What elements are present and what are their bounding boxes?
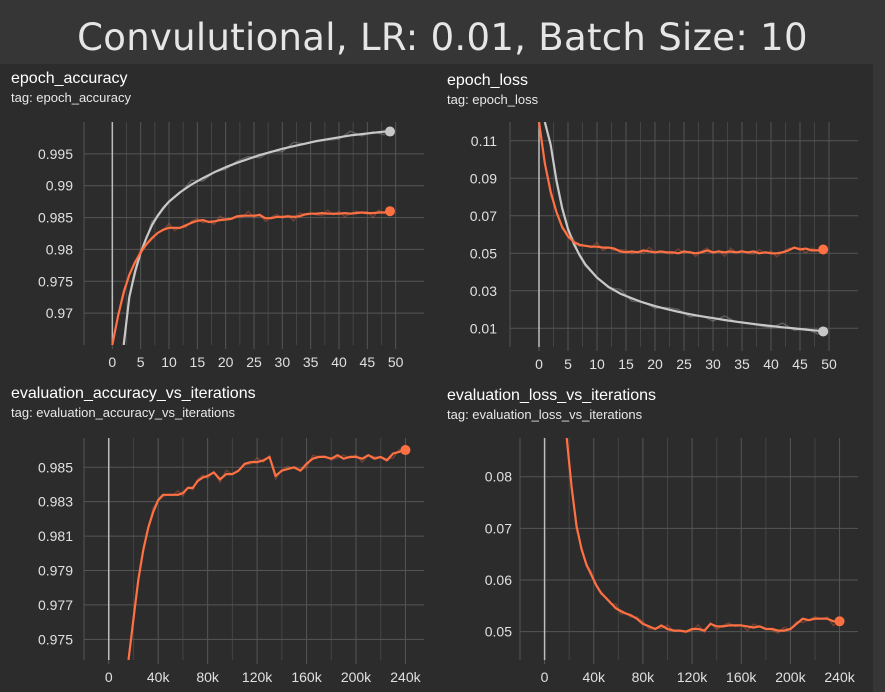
y-tick-label: 0.05 [485, 624, 512, 640]
series-end-marker [818, 244, 829, 255]
y-tick-label: 0.995 [38, 146, 73, 162]
x-tick-label: 20 [218, 354, 234, 370]
x-tick-label: 50 [388, 354, 404, 370]
series-line [111, 210, 391, 345]
x-tick-label: 10 [589, 356, 605, 372]
y-tick-label: 0.975 [38, 631, 73, 647]
y-tick-label: 0.98 [46, 241, 73, 257]
x-tick-label: 0 [108, 354, 116, 370]
x-tick-label: 240k [824, 669, 855, 685]
chart-title: evaluation_loss_vs_iterations [447, 387, 657, 404]
x-tick-label: 120k [242, 669, 273, 685]
chart-3: 0 40k 80k 120k 160k 200k 240k 0.05 0.06 0.07 0.08 [485, 438, 858, 685]
series-end-marker [385, 126, 395, 137]
series-raw-line [566, 438, 841, 635]
x-tick-label: 240k [390, 669, 421, 685]
chart-tag: tag: evaluation_loss_vs_iterations [447, 407, 643, 422]
chart-title: epoch_accuracy [11, 70, 128, 87]
series-line [127, 448, 406, 660]
series-end-marker [400, 445, 411, 456]
x-tick-label: 160k [291, 669, 322, 685]
chart-title: evaluation_accuracy_vs_iterations [11, 385, 256, 402]
x-tick-label: 40k [582, 669, 606, 685]
y-tick-label: 0.979 [38, 563, 73, 579]
x-tick-label: 40k [147, 669, 171, 685]
chart-tag: tag: evaluation_accuracy_vs_iterations [11, 405, 236, 420]
x-tick-label: 10 [161, 354, 177, 370]
chart-1: 0 5 10 15 20 25 30 35 40 45 50 0.01 0.03 0.05 0.07 0.09… [470, 122, 858, 372]
x-tick-label: 50 [821, 356, 837, 372]
series-line [565, 438, 840, 633]
x-tick-label: 5 [564, 356, 572, 372]
x-tick-label: 45 [360, 354, 376, 370]
x-tick-label: 160k [726, 669, 757, 685]
chart-tag: tag: epoch_accuracy [11, 90, 131, 105]
series-end-marker [385, 206, 395, 217]
chart-tag: tag: epoch_loss [447, 92, 539, 107]
y-tick-label: 0.983 [38, 494, 73, 510]
y-tick-label: 0.981 [38, 528, 73, 544]
y-tick-label: 0.11 [471, 133, 497, 149]
series-line [122, 130, 390, 345]
plot-area [565, 438, 841, 635]
y-tick-label: 0.985 [38, 210, 73, 226]
y-tick-label: 0.09 [470, 170, 497, 186]
series-raw-line [111, 208, 391, 344]
y-tick-label: 0.05 [470, 245, 497, 261]
series-end-marker [818, 326, 829, 337]
x-tick-label: 0 [535, 356, 543, 372]
series-raw-line [122, 129, 391, 344]
x-tick-label: 20 [647, 356, 663, 372]
x-tick-label: 200k [775, 669, 806, 685]
chart-2: 0 40k 80k 120k 160k 200k 240k 0.975 0.977 0.979 0.… [38, 438, 424, 685]
x-tick-label: 35 [734, 356, 750, 372]
x-tick-label: 25 [246, 354, 262, 370]
plot-area [127, 448, 406, 660]
y-tick-label: 0.985 [38, 459, 73, 475]
y-tick-label: 0.01 [470, 320, 497, 336]
plot-area [537, 122, 824, 335]
y-tick-label: 0.975 [38, 273, 73, 289]
main-title: Convulutional, LR: 0.01, Batch Size: 10 [77, 16, 808, 59]
x-tick-label: 15 [618, 356, 634, 372]
x-tick-label: 80k [632, 669, 656, 685]
x-tick-label: 0 [105, 669, 113, 685]
y-tick-label: 0.99 [46, 178, 73, 194]
chart-title: epoch_loss [447, 72, 528, 89]
chart-0: 0 5 10 15 20 25 30 35 40 45 50 0.97 0.975 0.98 0.985 0.… [38, 122, 424, 370]
x-tick-label: 200k [341, 669, 372, 685]
y-tick-label: 0.97 [46, 305, 73, 321]
x-tick-label: 40 [331, 354, 347, 370]
y-tick-label: 0.08 [485, 469, 512, 485]
x-tick-label: 0 [541, 669, 549, 685]
series-raw-line [127, 448, 406, 659]
x-tick-label: 45 [792, 356, 808, 372]
x-tick-label: 30 [275, 354, 291, 370]
y-tick-label: 0.977 [38, 597, 73, 613]
x-tick-label: 30 [705, 356, 721, 372]
series-line [537, 122, 824, 255]
x-tick-label: 120k [677, 669, 708, 685]
plot-area [111, 129, 391, 345]
y-tick-label: 0.03 [470, 283, 497, 299]
y-tick-label: 0.06 [485, 572, 512, 588]
y-tick-label: 0.07 [470, 208, 497, 224]
y-tick-label: 0.07 [485, 520, 512, 536]
x-tick-label: 15 [190, 354, 206, 370]
x-tick-label: 40 [763, 356, 779, 372]
x-tick-label: 25 [676, 356, 692, 372]
x-tick-label: 35 [303, 354, 319, 370]
x-tick-label: 5 [137, 354, 145, 370]
x-tick-label: 80k [196, 669, 220, 685]
series-end-marker [834, 616, 845, 627]
